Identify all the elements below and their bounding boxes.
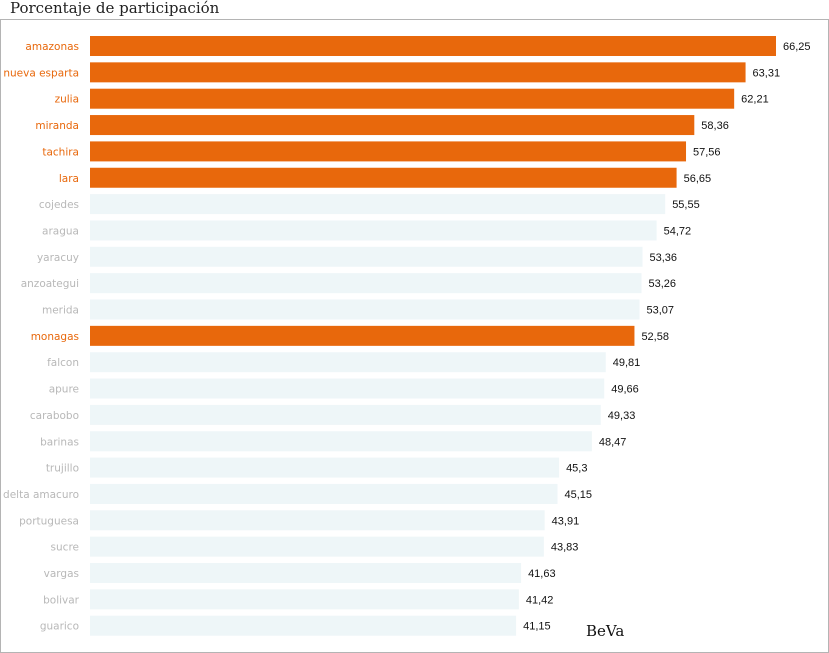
bar-anzoategui — [90, 273, 642, 294]
category-label: trujillo — [46, 463, 79, 475]
value-label: 56,65 — [684, 173, 712, 185]
bar-bolivar — [90, 589, 519, 610]
bar-portuguesa — [90, 510, 545, 531]
bar-yaracuy — [90, 246, 643, 267]
bar-vargas — [90, 563, 522, 583]
category-label: apure — [49, 384, 79, 396]
bar-miranda — [90, 115, 695, 136]
bar-amazonas — [90, 36, 776, 56]
category-label: anzoategui — [21, 278, 79, 290]
category-label: yaracuy — [37, 252, 79, 264]
value-label: 45,3 — [566, 463, 587, 475]
category-label: cojedes — [39, 199, 79, 211]
category-label: falcon — [47, 357, 79, 369]
chart-title: Porcentaje de participación — [10, 0, 220, 17]
value-label: 43,91 — [552, 515, 580, 527]
bar-carabobo — [90, 404, 601, 425]
category-label: carabobo — [30, 410, 79, 422]
category-label: amazonas — [25, 41, 79, 53]
value-label: 53,26 — [648, 278, 676, 290]
value-label: 55,55 — [672, 199, 700, 211]
bar-nueva-esparta — [90, 62, 746, 83]
bar-cojedes — [90, 194, 666, 215]
value-label: 52,58 — [641, 331, 669, 343]
value-label: 41,63 — [528, 568, 556, 580]
category-label: miranda — [35, 120, 79, 132]
value-label: 62,21 — [741, 94, 769, 106]
category-label: zulia — [55, 94, 79, 106]
bar-trujillo — [90, 457, 560, 478]
bar-guarico — [90, 615, 517, 636]
bar-monagas — [90, 325, 635, 346]
category-label: lara — [59, 173, 79, 185]
category-label: guarico — [40, 621, 79, 633]
value-label: 45,15 — [565, 489, 593, 501]
bar-tachira — [90, 141, 687, 162]
category-label: delta amacuro — [3, 489, 79, 501]
bar-barinas — [90, 431, 592, 452]
bar-merida — [90, 299, 640, 320]
value-label: 41,15 — [523, 621, 551, 633]
category-label: portuguesa — [19, 515, 79, 527]
value-label: 58,36 — [701, 120, 729, 132]
category-label: barinas — [40, 436, 79, 448]
value-label: 48,47 — [599, 436, 627, 448]
bar-apure — [90, 378, 605, 399]
bar-aragua — [90, 220, 657, 241]
category-label: sucre — [51, 542, 79, 554]
value-label: 49,66 — [611, 384, 639, 396]
value-label: 66,25 — [783, 41, 811, 53]
bar-delta-amacuro — [90, 483, 558, 504]
value-label: 41,42 — [526, 594, 554, 606]
bar-sucre — [90, 536, 544, 557]
category-label: vargas — [44, 568, 79, 580]
value-label: 57,56 — [693, 146, 721, 158]
category-label: tachira — [42, 146, 79, 158]
bar-lara — [90, 167, 677, 188]
value-label: 54,72 — [664, 225, 692, 237]
bar-falcon — [90, 352, 606, 373]
value-label: 63,31 — [753, 67, 781, 79]
category-label: aragua — [42, 225, 79, 237]
category-label: nueva esparta — [3, 67, 79, 79]
value-label: 49,81 — [613, 357, 641, 369]
author-signature: BeVa — [586, 622, 624, 640]
category-label: monagas — [31, 331, 79, 343]
value-label: 53,07 — [647, 305, 675, 317]
value-label: 43,83 — [551, 542, 579, 554]
value-label: 49,33 — [608, 410, 636, 422]
value-label: 53,36 — [650, 252, 678, 264]
category-label: bolivar — [43, 594, 80, 606]
category-label: merida — [42, 305, 79, 317]
bar-zulia — [90, 88, 735, 109]
